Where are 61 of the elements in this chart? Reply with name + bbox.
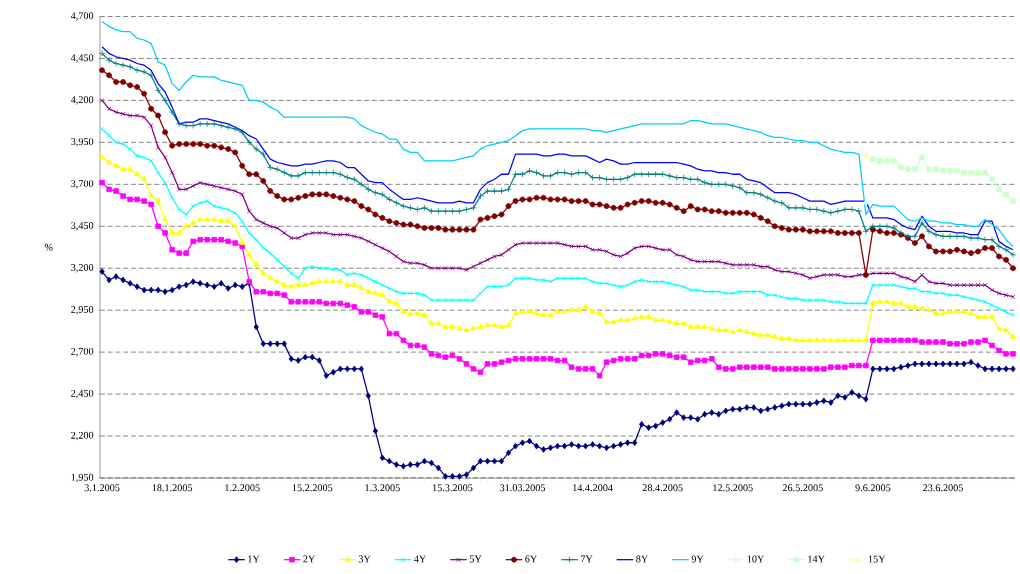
x-tick-label: 3.1.2005 bbox=[84, 484, 120, 492]
x-tick-label: 12.5.2005 bbox=[713, 484, 753, 492]
point bbox=[863, 199, 869, 207]
y-tick-label: 2,450 bbox=[71, 389, 94, 399]
y-tick-label: 1,950 bbox=[71, 473, 94, 483]
x-tick-label: 26.5.2005 bbox=[782, 484, 823, 492]
legend-label: 10Y bbox=[747, 555, 765, 563]
point bbox=[940, 168, 946, 174]
legend-label: 9Y bbox=[691, 555, 704, 563]
x-tick-label: 23.6.2005 bbox=[923, 484, 963, 492]
y-tick-label: 3,450 bbox=[71, 222, 94, 231]
x-tick-label: 18.1.2005 bbox=[152, 484, 193, 492]
x-tick-label: 9.6.2005 bbox=[855, 484, 891, 492]
point bbox=[954, 168, 960, 174]
point bbox=[933, 166, 939, 172]
y-tick-label: 2,700 bbox=[71, 347, 94, 357]
point bbox=[877, 158, 883, 164]
legend-label: 14Y bbox=[808, 555, 825, 563]
y-tick-label: 3,950 bbox=[71, 138, 94, 147]
x-tick-label: 15.2.2005 bbox=[292, 484, 333, 492]
point bbox=[926, 166, 932, 172]
x-tick-label: 15.3.2005 bbox=[432, 484, 473, 492]
x-tick-label: 1.2.2005 bbox=[225, 484, 260, 492]
legend-label: 5Y bbox=[469, 555, 482, 563]
point bbox=[919, 154, 925, 161]
point bbox=[989, 176, 995, 182]
x-tick-label: 14.4.2004 bbox=[573, 484, 613, 492]
point bbox=[891, 158, 897, 164]
legend-label: 2Y bbox=[303, 555, 316, 563]
point bbox=[870, 156, 876, 162]
point bbox=[1010, 198, 1016, 204]
point bbox=[947, 168, 953, 174]
legend-label: 7Y bbox=[580, 555, 593, 563]
legend-label: 3Y bbox=[358, 555, 371, 563]
x-tick-label: 31.03.2005 bbox=[500, 484, 546, 492]
y-tick-label: 4,200 bbox=[70, 96, 94, 105]
legend-label: 15Y bbox=[868, 555, 886, 563]
point bbox=[1003, 191, 1009, 198]
point bbox=[862, 152, 869, 158]
y-tick-label: 2,200 bbox=[71, 431, 94, 441]
y-tick-label: 2,950 bbox=[71, 305, 94, 315]
y-tick-label: 3,700 bbox=[71, 180, 94, 189]
legend-label: 4Y bbox=[414, 555, 427, 563]
x-tick-label: 28.4.2005 bbox=[642, 484, 683, 492]
legend-label: 6Y bbox=[525, 555, 538, 563]
point bbox=[996, 186, 1002, 192]
point bbox=[961, 169, 967, 176]
point bbox=[884, 158, 890, 164]
legend-label: 1Y bbox=[248, 555, 260, 563]
legend-label: 8Y bbox=[636, 555, 648, 563]
y-tick-label: 3,200 bbox=[71, 263, 94, 273]
point bbox=[975, 169, 981, 176]
y-tick-label: 4,700 bbox=[70, 12, 94, 21]
y-axis-title: % bbox=[44, 243, 53, 251]
point bbox=[905, 166, 911, 172]
point bbox=[912, 166, 918, 172]
y-tick-label: 4,450 bbox=[70, 54, 94, 63]
point bbox=[982, 169, 988, 176]
x-tick-label: 1.3.2005 bbox=[365, 484, 400, 492]
point bbox=[898, 164, 904, 171]
point bbox=[968, 169, 974, 176]
